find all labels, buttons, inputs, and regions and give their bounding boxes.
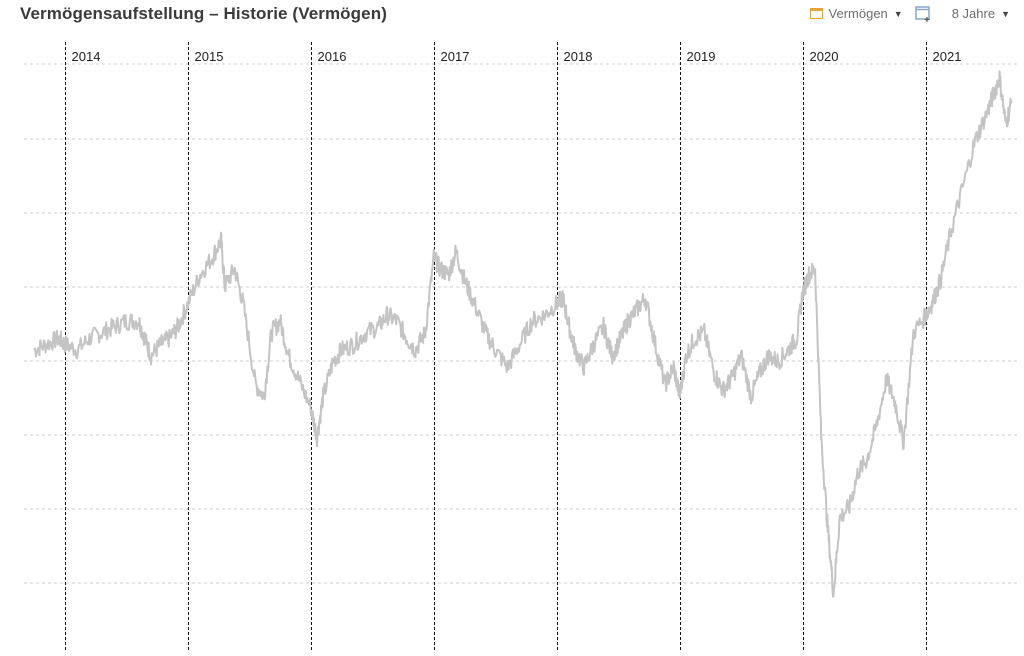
range-select-button[interactable]: 8 Jahre ▼ bbox=[952, 6, 1010, 21]
range-select-label: 8 Jahre bbox=[951, 6, 996, 21]
horizontal-grid bbox=[24, 63, 1020, 584]
chart-controls: Vermögen ▼ 8 Jahre ▼ bbox=[809, 5, 1010, 22]
add-chart-icon[interactable] bbox=[914, 5, 932, 22]
series-swatch-icon bbox=[809, 8, 823, 19]
year-label: 2018 bbox=[564, 49, 593, 64]
year-label: 2021 bbox=[933, 49, 962, 64]
year-label: 2020 bbox=[810, 49, 839, 64]
series-lines bbox=[33, 70, 1013, 598]
chart-title: Vermögensaufstellung – Historie (Vermöge… bbox=[20, 4, 387, 23]
year-labels: 2014 2015 2016 2017 2018 2019 2020 2021 bbox=[72, 49, 962, 64]
series-line bbox=[33, 70, 1013, 598]
year-label: 2017 bbox=[441, 49, 470, 64]
series-select-button[interactable]: Vermögen ▼ bbox=[809, 6, 903, 21]
year-label: 2019 bbox=[687, 49, 716, 64]
caret-down-icon: ▼ bbox=[1001, 8, 1010, 19]
year-label: 2015 bbox=[195, 49, 224, 64]
series-select-label: Vermögen bbox=[828, 6, 888, 21]
year-label: 2014 bbox=[72, 49, 101, 64]
year-dividers bbox=[65, 42, 927, 652]
add-chart-icon-svg bbox=[914, 6, 930, 22]
year-label: 2016 bbox=[318, 49, 347, 64]
caret-down-icon: ▼ bbox=[893, 8, 903, 19]
